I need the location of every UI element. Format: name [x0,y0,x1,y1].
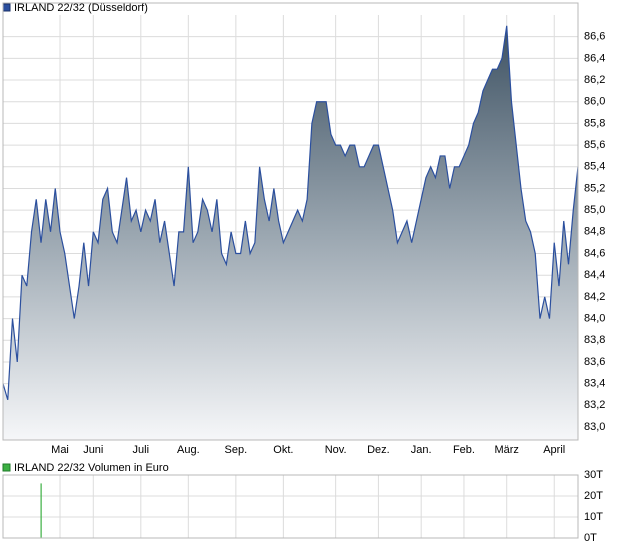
y-tick-label: 20T [584,490,603,502]
y-tick-label: 83,0 [584,421,605,433]
x-tick-label: Nov. [325,444,347,456]
y-tick-label: 85,6 [584,139,605,151]
y-tick-label: 84,8 [584,226,605,238]
x-tick-label: Mai [51,444,69,456]
y-tick-label: 86,0 [584,96,605,108]
x-tick-label: Juli [133,444,150,456]
volume-bar [40,483,42,538]
y-tick-label: 85,2 [584,182,605,194]
y-tick-label: 84,6 [584,247,605,259]
x-tick-label: Feb. [453,444,475,456]
y-tick-label: 30T [584,469,603,481]
y-tick-label: 84,2 [584,291,605,303]
legend-swatch [2,3,11,12]
x-tick-label: Jan. [411,444,432,456]
price-line [2,25,579,401]
chart-title: IRLAND 22/32 (Düsseldorf) [14,2,148,14]
y-tick-label: 84,4 [584,269,605,281]
x-tick-label: Juni [83,444,103,456]
y-tick-label: 83,2 [584,399,605,411]
x-tick-label: Sep. [225,444,248,456]
plot-frame [2,474,579,539]
y-tick-label: 83,8 [584,334,605,346]
legend-swatch [2,463,11,472]
x-tick-label: April [543,444,565,456]
x-tick-label: Okt. [273,444,293,456]
y-tick-label: 10T [584,511,603,523]
y-tick-label: 83,6 [584,356,605,368]
x-tick-label: Aug. [177,444,200,456]
y-tick-label: 85,8 [584,117,605,129]
y-tick-label: 86,6 [584,31,605,43]
volume-title: IRLAND 22/32 Volumen in Euro [14,462,169,474]
y-tick-label: 0T [584,532,597,544]
x-tick-label: Dez. [367,444,390,456]
x-tick-label: März [494,444,518,456]
area-fill [3,25,578,441]
plot-frame [2,2,579,441]
y-tick-label: 83,4 [584,378,605,390]
y-tick-label: 85,0 [584,204,605,216]
y-tick-label: 86,4 [584,52,605,64]
y-tick-label: 85,4 [584,161,605,173]
y-tick-label: 84,0 [584,312,605,324]
y-tick-label: 86,2 [584,74,605,86]
